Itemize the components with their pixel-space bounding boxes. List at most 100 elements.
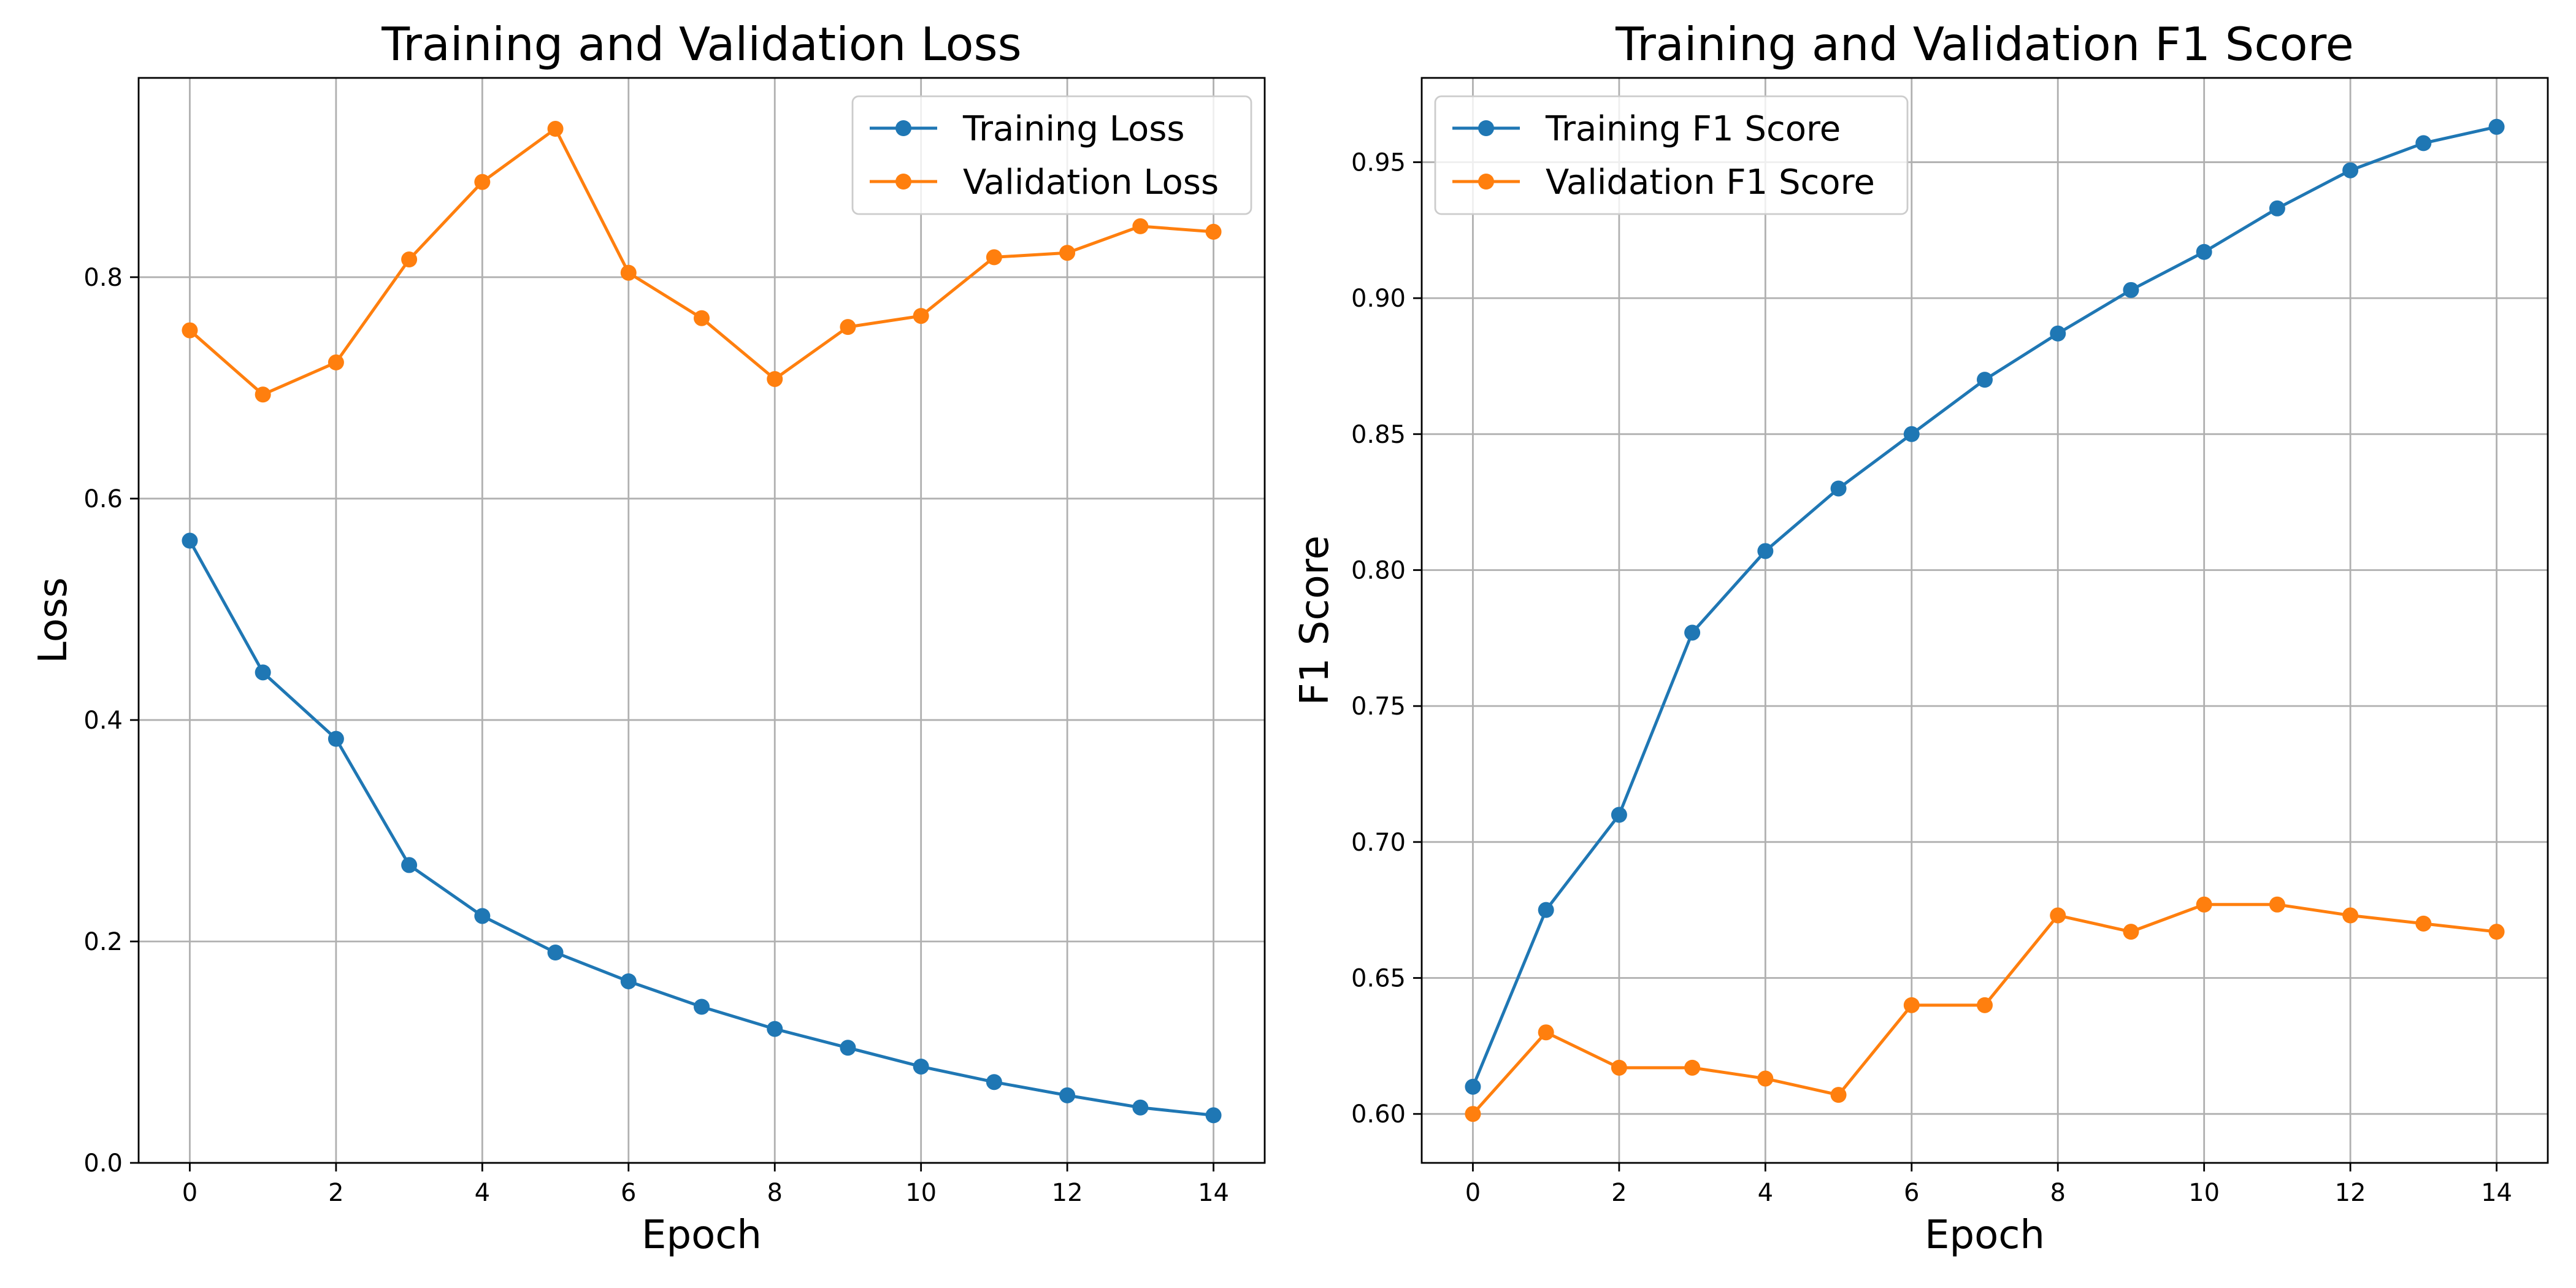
loss-series-validation-loss-point [1132, 218, 1149, 234]
loss-series-validation-loss-point [986, 249, 1002, 266]
loss-series-training-loss-point [182, 532, 198, 549]
f1-series-training-f1-score-line [1471, 125, 2497, 1087]
loss-series-training-loss [182, 532, 1222, 1124]
loss-legend-box [851, 95, 1252, 215]
loss-series-validation-loss-point [401, 251, 418, 268]
f1-series-validation-f1-score-point [2123, 924, 2139, 940]
loss-series-validation-loss-point [547, 121, 564, 137]
f1-series-training-f1-score-point [1830, 480, 1847, 497]
loss-series-validation-loss-point [840, 319, 856, 335]
f1-series-validation-f1-score-point [1830, 1087, 1847, 1103]
loss-xtick-label: 4 [475, 1179, 490, 1207]
f1-series-training-f1-score-point [1611, 807, 1627, 823]
f1-xtick-label: 0 [1465, 1179, 1481, 1207]
loss-series-training-loss-point [694, 999, 710, 1015]
f1-ytick-label: 0.80 [1351, 556, 1406, 585]
f1-xtick-label: 10 [2188, 1179, 2220, 1207]
loss-series-training-loss-point [255, 664, 271, 681]
f1-series-validation-f1-score-point [1465, 1106, 1481, 1122]
loss-series-training-loss-point [767, 1021, 783, 1037]
f1-series-validation-f1-score-point [2342, 907, 2359, 924]
loss-series-validation-loss [182, 121, 1222, 403]
f1-series-validation-f1-score-point [1538, 1024, 1554, 1041]
loss-legend-label: Validation Loss [963, 163, 1219, 202]
f1-series-training-f1-score-point [2196, 243, 2212, 260]
f1-legend-item: Validation F1 Score [1452, 163, 1875, 202]
f1-series-validation-f1-score-point [2050, 907, 2066, 924]
f1-chart-ylabel: F1 Score [1292, 535, 1338, 705]
f1-ytick-label: 0.95 [1351, 148, 1406, 177]
f1-ytick-label: 0.85 [1351, 421, 1406, 449]
loss-series-validation-loss-point [1059, 245, 1076, 261]
f1-xtick-label: 2 [1611, 1179, 1627, 1207]
loss-xtick-label: 8 [767, 1179, 782, 1207]
loss-series-training-loss-point [547, 945, 564, 961]
loss-series-training-loss-point [1132, 1099, 1149, 1116]
loss-series-training-loss-line [188, 540, 1214, 1117]
loss-series-training-loss-point [620, 973, 637, 989]
loss-legend-item: Validation Loss [870, 163, 1219, 202]
f1-legend-swatch-marker [1478, 120, 1494, 136]
loss-xtick-label: 6 [621, 1179, 636, 1207]
loss-series-validation-loss-point [694, 310, 710, 326]
loss-chart-xlabel: Epoch [642, 1213, 762, 1258]
loss-series-validation-loss-point [474, 174, 491, 190]
f1-series-validation-f1-score-point [1611, 1059, 1627, 1076]
f1-series-training-f1-score-point [1684, 624, 1701, 641]
f1-legend-box [1434, 95, 1909, 215]
f1-xtick-label: 12 [2335, 1179, 2366, 1207]
f1-series-training-f1-score-point [1465, 1078, 1481, 1095]
f1-series-validation-f1-score-point [1903, 997, 1920, 1013]
loss-legend-item: Training Loss [870, 109, 1185, 149]
f1-legend: Training F1 Score Validation F1 Score [1434, 95, 1909, 215]
loss-ytick-label: 0.8 [83, 264, 123, 292]
f1-series-training-f1-score-point [1538, 902, 1554, 918]
f1-ytick-label: 0.60 [1351, 1100, 1406, 1129]
loss-xtick-label: 10 [905, 1179, 937, 1207]
loss-legend: Training Loss Validation Loss [851, 95, 1252, 215]
f1-series-training-f1-score [1465, 118, 2505, 1095]
loss-series-validation-loss-point [1205, 223, 1222, 240]
f1-series-training-f1-score-point [2050, 325, 2066, 342]
f1-series-validation-f1-score-point [1684, 1059, 1701, 1076]
f1-series-validation-f1-score-point [1757, 1070, 1774, 1087]
f1-legend-item: Training F1 Score [1452, 109, 1841, 149]
loss-xtick-label: 14 [1198, 1179, 1229, 1207]
f1-series-training-f1-score-point [2415, 135, 2432, 151]
f1-ytick-label: 0.75 [1351, 692, 1406, 721]
loss-series-validation-loss-point [767, 370, 783, 387]
f1-series-training-f1-score-point [2123, 282, 2139, 298]
loss-legend-swatch-marker [895, 174, 911, 190]
f1-ytick-label: 0.70 [1351, 829, 1406, 857]
loss-series-training-loss-point [328, 730, 344, 747]
f1-xtick-label: 4 [1758, 1179, 1773, 1207]
f1-series-validation-f1-score-point [2415, 915, 2432, 932]
f1-series-training-f1-score-point [1977, 372, 1993, 388]
f1-series-validation-f1-score [1465, 896, 2505, 1122]
loss-ytick-label: 0.6 [83, 485, 123, 513]
f1-series-validation-f1-score-point [2488, 924, 2505, 940]
f1-legend-swatch-marker [1478, 174, 1494, 190]
f1-xtick-label: 6 [1904, 1179, 1919, 1207]
loss-series-training-loss-point [840, 1040, 856, 1056]
loss-chart-ylabel: Loss [31, 577, 76, 663]
f1-series-validation-f1-score-point [2269, 896, 2285, 913]
loss-series-training-loss-point [1205, 1107, 1222, 1124]
loss-series-validation-loss-point [328, 354, 344, 370]
loss-series-validation-loss-point [620, 264, 637, 281]
loss-series-validation-loss-point [913, 308, 929, 324]
f1-series-validation-f1-score-point [1977, 997, 1993, 1013]
loss-xtick-label: 2 [328, 1179, 343, 1207]
f1-chart: Training and Validation F1 Score Epoch F… [1292, 17, 2549, 1258]
loss-chart: Training and Validation Loss Epoch Loss … [31, 17, 1266, 1258]
loss-chart-title: Training and Validation Loss [381, 17, 1021, 71]
loss-grid [139, 78, 1265, 1164]
loss-series-training-loss-point [474, 908, 491, 924]
f1-series-training-f1-score-point [2488, 118, 2505, 135]
f1-legend-label: Training F1 Score [1545, 109, 1841, 149]
loss-axes-frame [137, 77, 1266, 1164]
loss-series-training-loss-point [913, 1058, 929, 1075]
loss-series-training-loss-point [1059, 1087, 1076, 1103]
f1-series-validation-f1-score-point [2196, 896, 2212, 913]
